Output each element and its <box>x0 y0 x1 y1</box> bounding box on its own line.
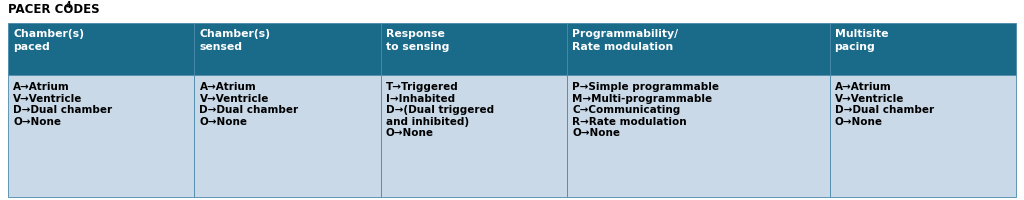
Text: O→None: O→None <box>386 128 434 138</box>
Bar <box>829 24 1016 76</box>
Text: V→Ventricle: V→Ventricle <box>200 93 269 103</box>
Text: O→None: O→None <box>572 128 621 138</box>
Text: Programmability/
Rate modulation: Programmability/ Rate modulation <box>572 29 679 52</box>
Text: D→Dual chamber: D→Dual chamber <box>13 105 112 115</box>
Text: T→Triggered: T→Triggered <box>386 82 459 92</box>
Text: Chamber(s)
paced: Chamber(s) paced <box>13 29 84 52</box>
Bar <box>829 76 1016 197</box>
Text: O→None: O→None <box>13 116 61 126</box>
Bar <box>567 24 829 76</box>
Text: M→Multi-programmable: M→Multi-programmable <box>572 93 713 103</box>
Text: P→Simple programmable: P→Simple programmable <box>572 82 720 92</box>
Text: A→Atrium: A→Atrium <box>835 82 891 92</box>
Text: PACER CODES: PACER CODES <box>8 3 99 16</box>
Text: Multisite
pacing: Multisite pacing <box>835 29 888 52</box>
Text: D→Dual chamber: D→Dual chamber <box>835 105 934 115</box>
Bar <box>195 76 381 197</box>
Text: V→Ventricle: V→Ventricle <box>13 93 82 103</box>
Bar <box>567 76 829 197</box>
Bar <box>381 76 567 197</box>
Text: A→Atrium: A→Atrium <box>200 82 256 92</box>
Text: 4: 4 <box>66 1 71 10</box>
Text: C→Communicating: C→Communicating <box>572 105 681 115</box>
Text: D→Dual chamber: D→Dual chamber <box>200 105 299 115</box>
Text: R→Rate modulation: R→Rate modulation <box>572 116 687 126</box>
Text: V→Ventricle: V→Ventricle <box>835 93 904 103</box>
Text: Chamber(s)
sensed: Chamber(s) sensed <box>200 29 270 52</box>
Bar <box>381 24 567 76</box>
Bar <box>8 76 195 197</box>
Text: I→Inhabited: I→Inhabited <box>386 93 455 103</box>
Text: O→None: O→None <box>835 116 883 126</box>
Text: and inhibited): and inhibited) <box>386 116 469 126</box>
Text: A→Atrium: A→Atrium <box>13 82 70 92</box>
Text: O→None: O→None <box>200 116 248 126</box>
Text: D→(Dual triggered: D→(Dual triggered <box>386 105 495 115</box>
Text: Response
to sensing: Response to sensing <box>386 29 450 52</box>
Bar <box>8 24 195 76</box>
Bar <box>195 24 381 76</box>
